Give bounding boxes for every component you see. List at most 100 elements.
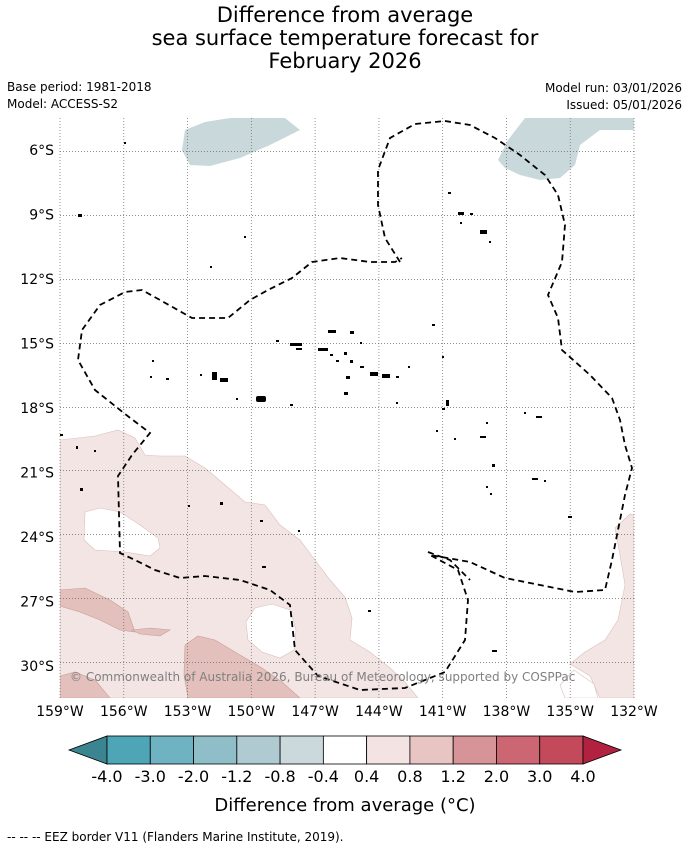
colorbar-segment — [106, 735, 151, 765]
latitude-labels: 6°S 9°S 12°S 15°S 18°S 21°S 24°S 27°S 30°S — [20, 143, 54, 675]
longitude-label: 156°W — [100, 704, 148, 720]
title-line-1: Difference from average — [216, 3, 474, 27]
colorbar-tick-label: 4.0 — [570, 767, 595, 786]
colorbar-segment — [409, 735, 454, 765]
colorbar-tick-label: 3.0 — [527, 767, 552, 786]
longitude-label: 135°W — [546, 704, 594, 720]
island — [60, 434, 63, 436]
island — [220, 502, 223, 505]
island — [489, 241, 491, 243]
island — [486, 486, 488, 488]
island — [350, 360, 353, 363]
colorbar-segment — [452, 735, 497, 765]
island — [470, 213, 473, 215]
longitude-labels: 159°W 156°W 153°W 150°W 147°W 144°W 141°W 138°W… — [36, 704, 658, 720]
neutral-hole-east — [559, 669, 599, 698]
chart-title: Difference from average sea surface temp… — [0, 4, 690, 73]
island — [330, 354, 333, 356]
island — [396, 402, 398, 404]
colorbar-tick-label: 1.2 — [440, 767, 465, 786]
island — [442, 408, 445, 410]
title-line-3: February 2026 — [268, 49, 422, 73]
island — [318, 348, 328, 351]
latitude-label: 12°S — [20, 272, 54, 288]
island — [236, 398, 238, 400]
longitude-label: 132°W — [610, 704, 658, 720]
island — [298, 530, 300, 532]
island — [94, 450, 96, 452]
island — [150, 376, 152, 378]
island — [78, 214, 82, 217]
island — [568, 516, 572, 518]
island — [124, 142, 126, 144]
island — [480, 436, 486, 438]
island — [76, 446, 78, 449]
latitude-label: 24°S — [20, 530, 54, 546]
island — [360, 366, 364, 368]
island — [480, 230, 487, 234]
issued-date: Issued: 05/01/2026 — [566, 98, 682, 112]
island — [460, 222, 462, 224]
longitude-label: 144°W — [355, 704, 403, 720]
island — [486, 422, 488, 424]
latitude-label: 30°S — [20, 659, 54, 675]
island — [188, 505, 190, 507]
longitude-label: 159°W — [36, 704, 84, 720]
island — [454, 438, 456, 440]
colorbar-tick-label: 0.4 — [354, 767, 379, 786]
colorbar-tick-label: -2.0 — [178, 767, 209, 786]
island — [220, 378, 228, 382]
island — [80, 488, 83, 491]
island — [336, 360, 339, 362]
longitude-label: 138°W — [483, 704, 531, 720]
colorbar-tick-label: -1.2 — [221, 767, 252, 786]
island — [290, 343, 302, 346]
island — [328, 330, 336, 333]
island — [262, 566, 266, 568]
island — [436, 430, 438, 432]
colorbar-segment — [366, 735, 411, 765]
island — [346, 376, 350, 379]
island — [350, 331, 354, 334]
island — [244, 236, 246, 238]
colorbar-segment — [322, 735, 368, 765]
warm-mid-patch-1 — [60, 587, 136, 633]
colorbar-tick-label: -3.0 — [135, 767, 166, 786]
latitude-label: 15°S — [20, 337, 54, 353]
warm-patch-east — [569, 513, 634, 698]
island — [210, 266, 212, 268]
colorbar-title: Difference from average (°C) — [214, 795, 476, 816]
warm-mid-patch-2 — [130, 627, 171, 637]
island — [368, 610, 371, 612]
model-name: Model: ACCESS-S2 — [7, 97, 119, 111]
island — [360, 342, 362, 344]
island — [344, 352, 347, 355]
island — [490, 493, 492, 495]
colorbar-segment — [149, 735, 194, 765]
islands — [60, 142, 572, 652]
colorbar-tick-label: -4.0 — [91, 767, 122, 786]
island — [260, 520, 263, 522]
cool-patch-northeast — [498, 118, 634, 180]
colorbar-tick-label: 0.8 — [397, 767, 422, 786]
neutral-hole-2 — [245, 603, 297, 659]
colorbar-segment — [236, 735, 281, 765]
longitude-label: 150°W — [228, 704, 276, 720]
colorbar-tick-label: -0.8 — [264, 767, 295, 786]
island — [344, 392, 348, 395]
colorbar-tick-label: 2.0 — [484, 767, 509, 786]
latitude-label: 6°S — [29, 143, 54, 159]
island — [256, 396, 266, 402]
gridlines — [59, 118, 635, 698]
island — [370, 372, 378, 376]
island — [212, 372, 217, 380]
island — [408, 366, 410, 368]
colorbar-segment — [193, 735, 238, 765]
base-period: Base period: 1981-2018 — [7, 80, 152, 94]
longitude-label: 141°W — [419, 704, 467, 720]
longitude-label: 153°W — [164, 704, 212, 720]
island — [448, 192, 451, 194]
island — [492, 464, 495, 467]
anomaly-layer — [60, 118, 634, 698]
